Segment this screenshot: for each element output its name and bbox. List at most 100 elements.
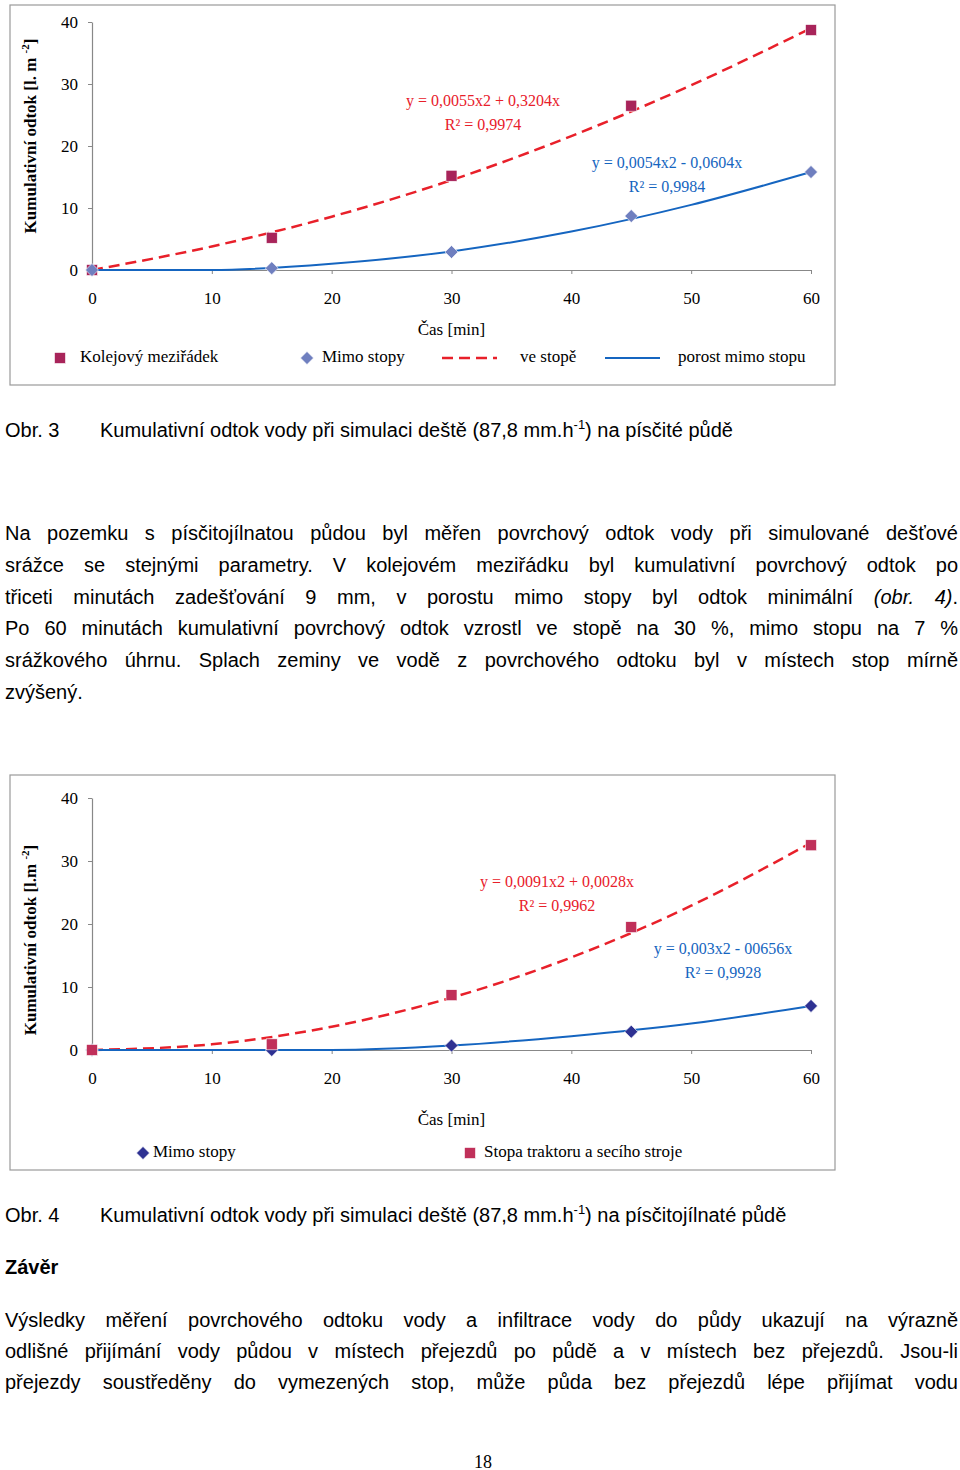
y-tick: 20 bbox=[61, 915, 92, 934]
legend-label: Kolejový meziřádek bbox=[80, 347, 219, 366]
x-tick-mark bbox=[571, 270, 572, 274]
data-point bbox=[266, 232, 277, 243]
annotation: R² = 0,9928 bbox=[685, 964, 762, 981]
y-tick: 10 bbox=[61, 199, 92, 218]
legend-swatch bbox=[605, 357, 660, 359]
x-tick-mark bbox=[571, 1050, 572, 1054]
data-point bbox=[87, 265, 98, 276]
heading: Závěr bbox=[5, 1255, 58, 1279]
y-tick-label: 0 bbox=[70, 261, 79, 280]
text-line: Na pozemku s písčitojílnatou půdou byl m… bbox=[5, 521, 958, 545]
x-tick-label: 20 bbox=[324, 1069, 341, 1088]
x-axis-title: Čas [min] bbox=[418, 320, 486, 339]
annotation: y = 0,0055x2 + 0,3204x bbox=[406, 92, 560, 110]
text-line: odlišné přijímání vody půdou v místech p… bbox=[5, 1339, 958, 1363]
charts-canvas: 0 10 20 30 40 50 60 0 10 20 30 40 Kumulativní odtok … bbox=[0, 0, 960, 1470]
caption-label: Obr. 3 bbox=[5, 418, 59, 442]
data-point bbox=[626, 922, 637, 933]
x-tick: 30 bbox=[444, 1050, 461, 1088]
y-axis-title-part: ] bbox=[21, 39, 40, 45]
data-point bbox=[625, 210, 638, 223]
y-tick: 10 bbox=[61, 978, 92, 997]
caption-part: -1 bbox=[574, 1202, 586, 1217]
data-point bbox=[86, 264, 99, 277]
y-tick-label: 20 bbox=[61, 137, 78, 156]
text-line: zvýšený. bbox=[5, 680, 958, 704]
caption-text: Kumulativní odtok vody při simulaci dešt… bbox=[100, 418, 950, 442]
data-point bbox=[265, 262, 278, 275]
x-tick: 60 bbox=[803, 1050, 820, 1088]
text-segment: Na pozemku s písčitojílnatou půdou byl m… bbox=[5, 522, 958, 544]
chart: 0102030405060010203040Kumulativní odtok … bbox=[10, 5, 835, 385]
y-axis-line bbox=[92, 799, 93, 1051]
chart-frame bbox=[10, 5, 835, 385]
y-axis-title-part: ] bbox=[21, 845, 40, 851]
legend-label: Stopa traktoru a secího stroje bbox=[484, 1142, 682, 1161]
x-tick-mark bbox=[452, 270, 453, 274]
legend-label: Mimo stopy bbox=[153, 1142, 236, 1161]
series-line bbox=[92, 28, 811, 270]
y-axis: 010203040 bbox=[61, 789, 93, 1060]
x-tick-label: 0 bbox=[88, 1069, 97, 1088]
series-line bbox=[92, 843, 811, 1050]
x-tick-mark bbox=[811, 1050, 812, 1054]
x-tick-label: 10 bbox=[204, 289, 221, 308]
x-tick: 50 bbox=[683, 1050, 700, 1088]
y-tick-mark bbox=[88, 798, 92, 799]
data-point bbox=[805, 999, 818, 1012]
annotation: y = 0,0054x2 - 0,0604x bbox=[592, 154, 742, 172]
data-point bbox=[86, 1044, 99, 1057]
y-axis: 010203040 bbox=[61, 13, 93, 280]
y-tick-mark bbox=[88, 208, 92, 209]
x-tick: 20 bbox=[324, 270, 341, 308]
text-segment: zvýšený. bbox=[5, 681, 83, 703]
text-line: srážkového úhrnu. Splach zeminy ve vodě … bbox=[5, 648, 958, 672]
caption-part: Kumulativní odtok vody při simulaci dešt… bbox=[100, 1204, 574, 1226]
x-tick-label: 50 bbox=[683, 289, 700, 308]
text-line: Po 60 minutách kumulativní povrchový odt… bbox=[5, 616, 958, 640]
series-markers bbox=[87, 840, 817, 1056]
data-point bbox=[626, 100, 637, 111]
data-point bbox=[625, 1025, 638, 1038]
x-tick-label: 30 bbox=[444, 1069, 461, 1088]
annotation: R² = 0,9974 bbox=[445, 116, 522, 133]
y-tick: 40 bbox=[61, 789, 92, 808]
y-tick-label: 30 bbox=[61, 852, 78, 871]
y-tick: 40 bbox=[61, 13, 92, 32]
text-line: Výsledky měření povrchového odtoku vody … bbox=[5, 1308, 958, 1332]
data-point bbox=[806, 25, 817, 36]
x-tick: 30 bbox=[444, 270, 461, 308]
data-point bbox=[446, 990, 457, 1001]
x-tick-label: 40 bbox=[563, 289, 580, 308]
y-tick: 30 bbox=[61, 852, 92, 871]
data-point bbox=[446, 170, 457, 181]
legend: Kolejový meziřádekMimo stopyve stopěporo… bbox=[55, 347, 807, 366]
caption-part: ) na písčitojílnaté půdě bbox=[585, 1204, 786, 1226]
caption-label: Obr. 4 bbox=[5, 1203, 59, 1227]
text-segment: . bbox=[952, 586, 958, 608]
legend-swatch bbox=[442, 357, 497, 360]
y-tick: 20 bbox=[61, 137, 92, 156]
y-tick-mark bbox=[88, 861, 92, 862]
caption-part: ) na písčité půdě bbox=[585, 419, 733, 441]
legend: Mimo stopy Stopa traktoru a secího stroje bbox=[137, 1142, 683, 1161]
y-tick-label: 40 bbox=[61, 789, 78, 808]
caption-part: Kumulativní odtok vody při simulaci dešt… bbox=[100, 419, 574, 441]
page: 0 10 20 30 40 50 60 0 10 20 30 40 Kumulativní odtok … bbox=[0, 0, 960, 1470]
legend-label: ve stopě bbox=[520, 347, 576, 366]
x-axis: 0 10 20 30 40 50 60 bbox=[88, 1050, 820, 1088]
series-markers bbox=[86, 999, 818, 1056]
x-tick-label: 10 bbox=[204, 1069, 221, 1088]
text-segment: srážkového úhrnu. Splach zeminy ve vodě … bbox=[5, 649, 958, 671]
text-segment: třiceti minutách zadešťování 9 mm, v por… bbox=[5, 586, 874, 608]
x-tick: 60 bbox=[803, 270, 820, 308]
x-tick: 40 bbox=[563, 1050, 580, 1088]
data-point bbox=[805, 166, 818, 179]
y-tick-mark bbox=[88, 987, 92, 988]
annotations: y = 0,0055x2 + 0,3204x R² = 0,9974 y = 0,0… bbox=[406, 92, 742, 195]
annotations: y = 0,0091x2 + 0,0028xR² = 0,9962y = 0,0… bbox=[480, 873, 792, 981]
y-tick-mark bbox=[88, 146, 92, 147]
text-line: srážce se stejnými parametry. V kolejové… bbox=[5, 553, 958, 577]
x-tick-label: 30 bbox=[444, 289, 461, 308]
y-tick-label: 10 bbox=[61, 978, 78, 997]
